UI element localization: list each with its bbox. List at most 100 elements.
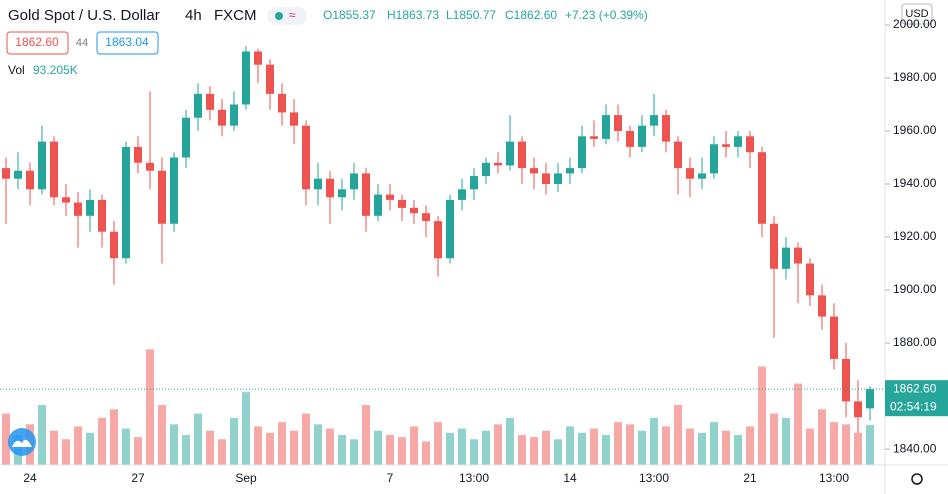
volume-bar <box>398 437 406 465</box>
y-tick-label: 1960.00 <box>893 123 937 137</box>
x-tick-label: 27 <box>131 471 145 485</box>
legend-close: C1862.60 <box>505 8 557 22</box>
candle-body <box>782 247 790 269</box>
candle-body <box>182 117 190 158</box>
candle-body <box>302 125 310 190</box>
candle-body <box>326 178 334 198</box>
candle-body <box>566 168 574 174</box>
volume-bar <box>326 428 334 465</box>
candle-body <box>818 295 826 317</box>
candle-body <box>794 247 802 264</box>
candle-body <box>578 136 586 169</box>
last-price-box <box>885 380 948 417</box>
x-tick-label: 13:00 <box>459 471 489 485</box>
candle-body <box>434 221 442 259</box>
volume-bar <box>722 430 730 465</box>
candle-body <box>134 146 142 163</box>
volume-bar <box>578 432 586 465</box>
symbol: Gold Spot / U.S. Dollar <box>8 7 160 24</box>
y-tick-label: 1900.00 <box>893 282 937 296</box>
volume-bar <box>542 430 550 465</box>
volume-bar <box>650 417 658 465</box>
legend-change: +7.23 (+0.39%) <box>565 8 648 22</box>
volume-bar <box>866 425 874 465</box>
volume-bar <box>674 405 682 465</box>
volume-bar <box>734 435 742 465</box>
volume-bar <box>38 405 46 465</box>
candle-body <box>398 199 406 208</box>
last-price-label: 1862.60 <box>893 381 937 395</box>
volume-bar <box>62 439 70 465</box>
currency: USD <box>905 8 928 20</box>
logo-shape <box>12 439 32 447</box>
volume-bar <box>602 435 610 465</box>
candle-body <box>386 194 394 200</box>
logo[interactable] <box>8 428 36 456</box>
settings-icon[interactable] <box>911 473 923 485</box>
candle-body <box>530 168 538 174</box>
candle-body <box>362 173 370 216</box>
candle-body <box>638 125 646 147</box>
volume-bar <box>338 435 346 465</box>
volume-bar <box>170 424 178 465</box>
volume-bar <box>386 435 394 465</box>
candle-body <box>674 141 682 169</box>
candle-body <box>614 115 622 131</box>
x-tick-label: 14 <box>563 471 577 485</box>
volume-bar <box>146 349 154 465</box>
candle-body <box>86 199 94 216</box>
volume-bar <box>218 439 226 465</box>
candle-body <box>494 162 502 166</box>
volume-bar <box>842 424 850 465</box>
candle-body <box>518 141 526 169</box>
candle-body <box>698 173 706 179</box>
ask: 1863.04 <box>105 35 149 49</box>
candle-body <box>542 173 550 185</box>
bid-box[interactable] <box>6 31 69 55</box>
volume-bar <box>74 426 82 465</box>
candle-body <box>770 223 778 269</box>
candle-body <box>662 115 670 142</box>
candle-body <box>350 173 358 190</box>
volume-bar <box>614 422 622 465</box>
candle-body <box>98 199 106 232</box>
volume-bar <box>758 366 766 465</box>
candle-body <box>242 51 250 105</box>
volume-bar <box>2 413 10 465</box>
y-tick-label: 1980.00 <box>893 70 937 84</box>
volume-bar <box>278 422 286 465</box>
volume-bar <box>50 430 58 465</box>
legend-high: H1863.73 <box>387 8 439 22</box>
candle-body <box>290 112 298 126</box>
x-tick-label: 24 <box>23 471 37 485</box>
candle-body <box>218 109 226 126</box>
volume-bar <box>302 413 310 465</box>
y-tick-label: 1880.00 <box>893 335 937 349</box>
x-tick-label: 13:00 <box>639 471 669 485</box>
volume-bar <box>506 417 514 465</box>
volume-bar <box>794 383 802 465</box>
candle-body <box>626 130 634 147</box>
bid: 1862.60 <box>15 35 59 49</box>
candle-body <box>26 170 34 190</box>
volume-bar <box>434 422 442 465</box>
volume-bar <box>482 430 490 465</box>
status-pill[interactable] <box>267 7 307 25</box>
ask-box[interactable] <box>96 31 159 55</box>
volume-bar <box>806 428 814 465</box>
volume-value: 93.205K <box>33 63 78 77</box>
candle-body <box>122 146 130 259</box>
volume-bar <box>86 432 94 465</box>
candle-body <box>338 189 346 198</box>
volume-bar <box>626 424 634 465</box>
y-tick-label: 1920.00 <box>893 229 937 243</box>
spread: 44 <box>76 37 88 49</box>
volume-bar <box>770 413 778 465</box>
y-tick-label: 2000.00 <box>893 17 937 31</box>
candle-body <box>50 141 58 198</box>
volume-bar <box>854 432 862 465</box>
currency-box[interactable] <box>901 3 933 25</box>
candle-body <box>746 136 754 153</box>
volume-bar <box>182 435 190 465</box>
x-tick-label: 13:00 <box>819 471 849 485</box>
